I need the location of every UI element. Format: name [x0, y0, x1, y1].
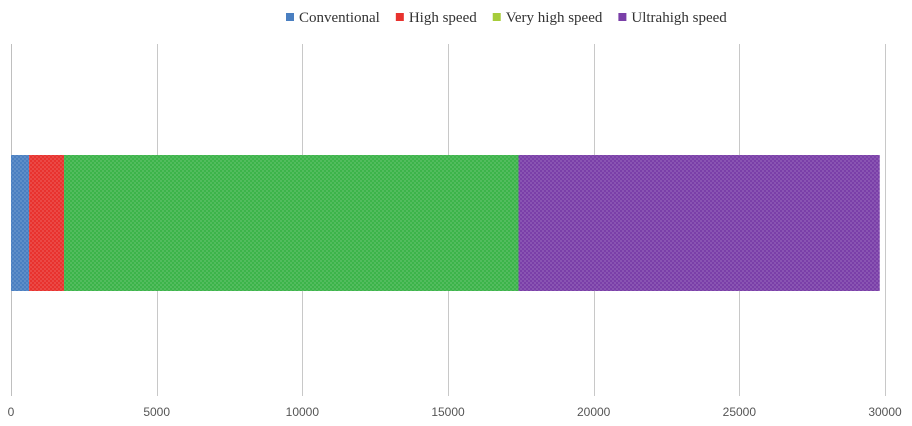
- legend-item: High speed: [395, 10, 477, 26]
- legend-label: Conventional: [299, 10, 380, 26]
- x-tick-label: 20000: [577, 405, 611, 419]
- legend-marker: [492, 13, 501, 21]
- legend-item: Conventional: [286, 10, 380, 26]
- bar-segment-high-speed: [29, 155, 65, 291]
- x-tick-label: 30000: [868, 405, 902, 419]
- legend-marker: [395, 13, 404, 21]
- x-tick-label: 5000: [143, 405, 170, 419]
- x-tick-label: 0: [8, 405, 15, 419]
- x-tick-label: 10000: [286, 405, 320, 419]
- bar-segments: [11, 155, 880, 291]
- x-axis: 0 5000 10000 15000 20000 25000 30000: [8, 405, 902, 419]
- legend-marker: [618, 13, 627, 21]
- bar-segment-ultrahigh-speed: [518, 155, 880, 291]
- legend-label: Very high speed: [506, 10, 603, 26]
- legend-item: Very high speed: [492, 10, 603, 26]
- bar-segment-very-high-speed: [64, 155, 519, 291]
- legend-marker: [286, 13, 294, 21]
- x-tick-label: 15000: [431, 405, 465, 419]
- legend-label: Ultrahigh speed: [631, 10, 727, 26]
- bar-segment-conventional: [11, 155, 30, 291]
- legend-label: High speed: [409, 10, 477, 26]
- x-tick-label: 25000: [723, 405, 757, 419]
- legend-item: Ultrahigh speed: [618, 10, 727, 26]
- legend: Conventional High speed Very high speed Ult…: [286, 10, 727, 26]
